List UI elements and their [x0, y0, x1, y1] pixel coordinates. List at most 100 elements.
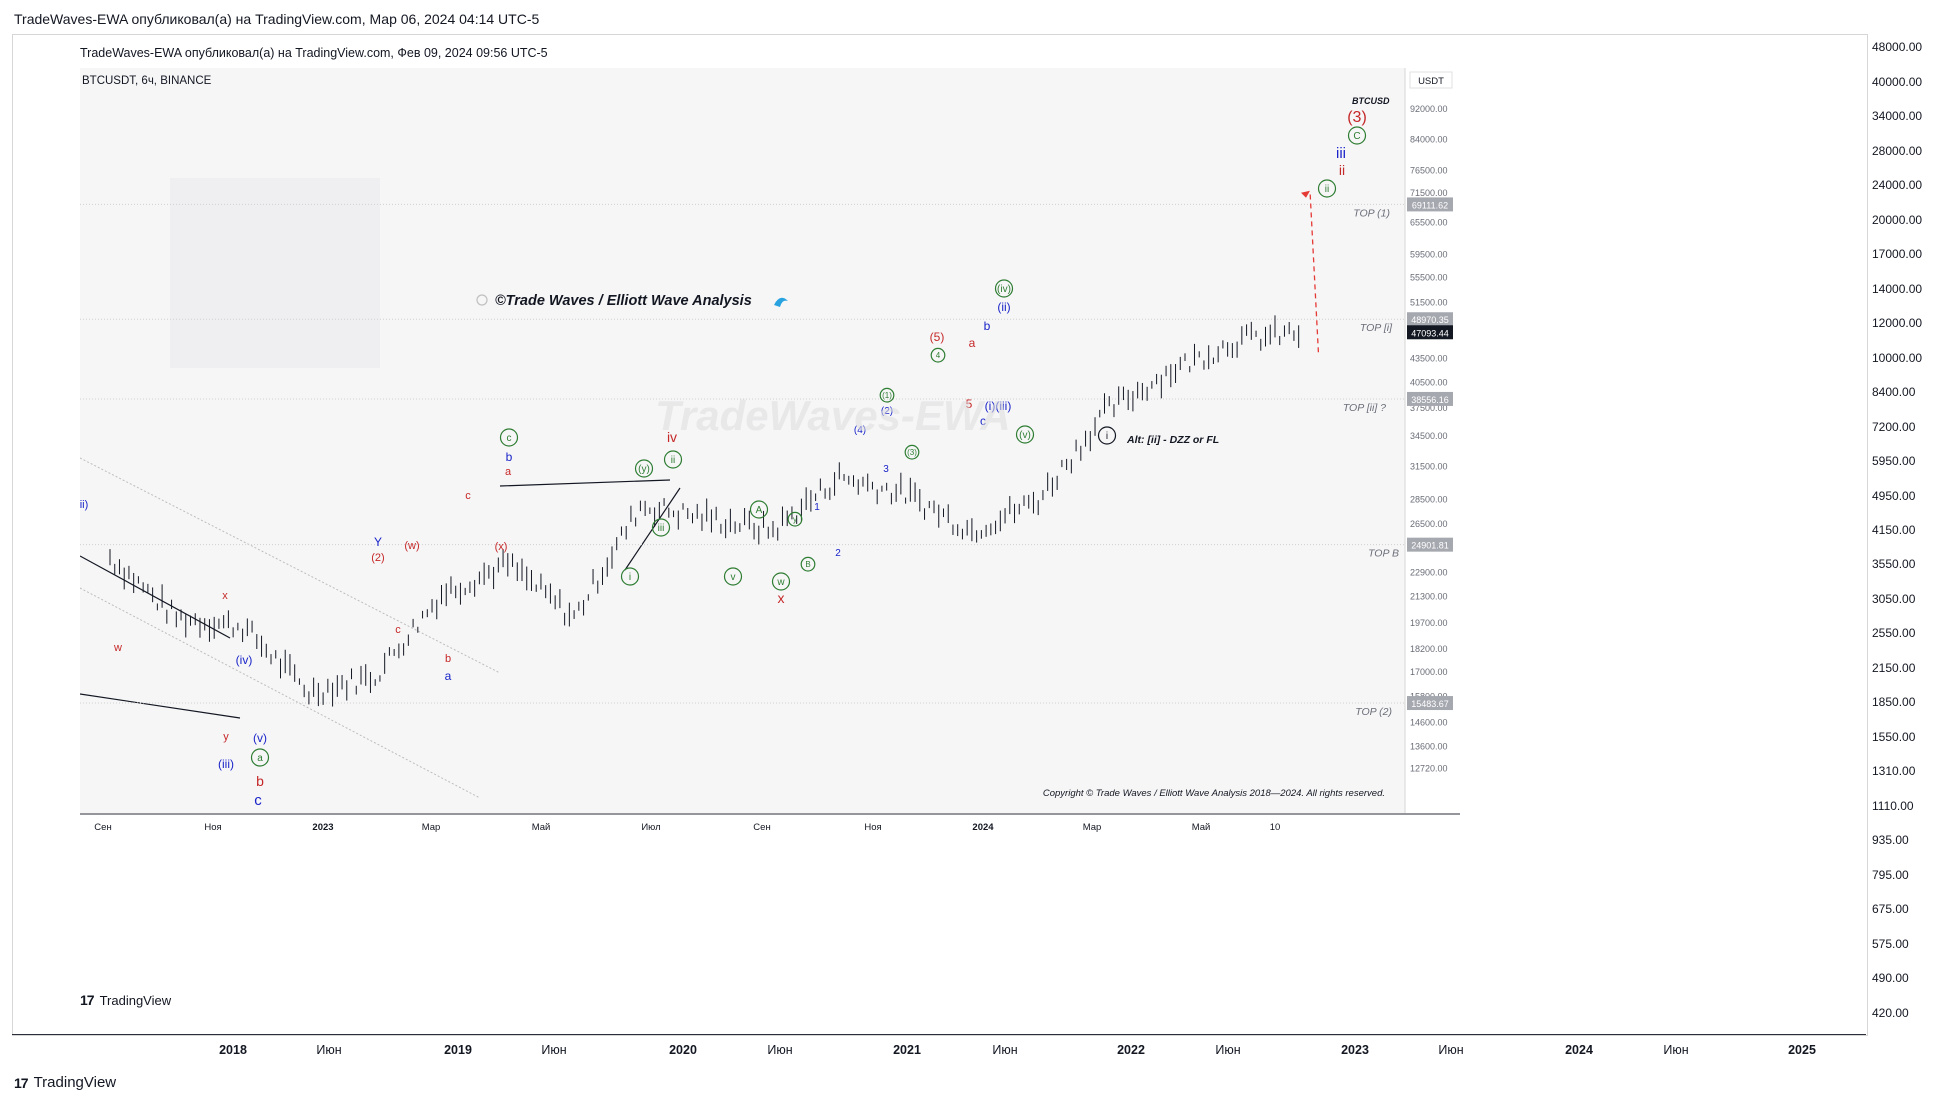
wave-label-circle — [771, 572, 791, 591]
wave-label-circle — [1347, 126, 1367, 145]
outer-price-tick: 420.00 — [1872, 1005, 1909, 1020]
wave-label: a — [257, 753, 263, 764]
price-tag — [1407, 325, 1453, 340]
wave-label: (v) — [1019, 430, 1031, 441]
outer-time-tick: 2024 — [1565, 1043, 1593, 1057]
wave-label-circle — [1015, 425, 1035, 444]
wave-label: B — [805, 560, 810, 569]
outer-time-tick: 2019 — [444, 1043, 472, 1057]
inner-time-tick: Сен — [753, 822, 770, 833]
wave-label: (2) — [371, 552, 384, 564]
watermark-title: ©Trade Waves / Elliott Wave Analysis — [495, 293, 752, 309]
wave-label: w — [776, 577, 785, 588]
outer-price-axis[interactable]: 48000.00 40000.00 34000.00 28000.00 24000.00… — [1864, 34, 1944, 1034]
wave-label-circle — [499, 428, 519, 447]
wave-label: c — [980, 414, 986, 428]
inner-price-tick: 21300.00 — [1410, 592, 1448, 602]
wave-label: (ii) — [997, 300, 1010, 314]
price-tag-label: 69111.62 — [1412, 200, 1448, 210]
inner-price-tick: 14600.00 — [1410, 718, 1448, 728]
outer-time-axis[interactable]: 2018 Июн 2019 Июн 2020 Июн 2021 Июн 2022 Июн 2023 И… — [12, 1034, 1866, 1065]
inner-price-tick: 31500.00 — [1410, 461, 1448, 471]
price-tag — [1407, 312, 1453, 327]
wave-label: 1 — [814, 502, 820, 513]
wave-label: C — [1353, 131, 1360, 142]
inner-footer: 17 TradingView — [80, 992, 171, 1008]
wave-label: c — [395, 624, 401, 636]
wave-label: (5) — [930, 330, 945, 344]
wave-label-circle — [787, 511, 803, 527]
inner-time-tick: 10 — [1270, 822, 1281, 833]
inner-time-tick: Ноя — [204, 822, 221, 833]
wave-label: 5 — [966, 397, 973, 411]
wave-label: b — [445, 653, 451, 665]
outer-time-tick: 2023 — [1341, 1043, 1369, 1057]
wave-label-circle — [651, 518, 671, 537]
wave-label-circle — [930, 347, 946, 363]
btcusd-label: BTCUSD — [1352, 96, 1390, 106]
inner-price-tick: 26500.00 — [1410, 519, 1448, 529]
watermark-box — [170, 178, 380, 368]
price-tag — [1407, 537, 1453, 552]
wave-label: (iv) — [236, 653, 253, 667]
wave-label: (3) — [1347, 109, 1367, 126]
outer-time-tick: 2022 — [1117, 1043, 1145, 1057]
wave-label: c — [507, 433, 512, 444]
inner-time-tick: Июл — [641, 822, 660, 833]
wave-label: v — [731, 572, 736, 583]
inner-footer-brand: TradingView — [99, 992, 172, 1008]
copyright-text: Copyright © Trade Waves / Elliott Wave A… — [1043, 788, 1385, 799]
wave-label: y — [793, 515, 797, 524]
wave-label: y — [223, 731, 229, 743]
level-label: TOP (1) — [1353, 207, 1390, 219]
outer-price-tick: 4950.00 — [1872, 488, 1916, 503]
wave-label: (iii) — [218, 757, 234, 771]
inner-price-tick: 19700.00 — [1410, 618, 1448, 628]
outer-price-tick: 20000.00 — [1872, 212, 1923, 227]
outer-time-tick: Июн — [767, 1043, 793, 1057]
outer-price-tick: 675.00 — [1872, 902, 1909, 917]
wave-label: c — [465, 490, 471, 502]
outer-time-tick: 2025 — [1788, 1043, 1816, 1057]
wave-label: (i)(iii) — [985, 399, 1012, 413]
wave-label: (iv) — [997, 284, 1011, 295]
channel-line — [79, 587, 481, 799]
inner-price-tick: 12720.00 — [1410, 764, 1448, 774]
wave-label: b — [506, 450, 513, 464]
wave-label: x — [778, 590, 785, 606]
alt-note: Alt: [ii] - DZZ or FL — [1126, 434, 1219, 446]
outer-price-tick: 935.00 — [1872, 833, 1909, 848]
outer-time-tick: 2018 — [219, 1043, 247, 1057]
outer-price-tick: 4150.00 — [1872, 523, 1916, 537]
level-label: TOP [ii] ? — [1343, 402, 1386, 414]
wave-label: a — [969, 336, 976, 350]
wave-label: ii — [671, 455, 675, 466]
wave-label-circle — [994, 279, 1014, 298]
inner-chart-panel[interactable]: TOP (1) TOP [i] TOP [ii] ? TOP B TOP (2) ii)… — [79, 68, 1810, 1038]
inner-price-tick: 92000.00 — [1410, 104, 1448, 114]
inner-price-tick: 13600.00 — [1410, 741, 1448, 751]
wave-label-circle — [904, 444, 920, 460]
wave-label: (v) — [253, 731, 267, 745]
price-tag-label: 47093.44 — [1411, 328, 1449, 338]
inner-time-tick: 2023 — [312, 822, 333, 833]
inner-time-tick: Май — [532, 822, 551, 833]
wave-label-circle — [800, 556, 816, 572]
outer-price-tick: 34000.00 — [1872, 109, 1923, 124]
wave-label-circle — [663, 450, 683, 469]
wave-label-circle — [749, 500, 769, 519]
trend-line — [79, 693, 241, 719]
wave-label: ii — [1339, 162, 1345, 178]
wave-logo-icon — [774, 297, 788, 307]
outer-price-tick: 28000.00 — [1872, 143, 1923, 158]
outer-price-tick: 24000.00 — [1872, 178, 1923, 193]
inner-publish-header: TradeWaves-EWA опубликовал(а) на Trading… — [80, 46, 548, 60]
wave-label: 2 — [835, 548, 841, 559]
wave-label-circle — [250, 748, 270, 767]
wave-label: Y — [374, 535, 382, 549]
wave-label-circle — [879, 387, 895, 403]
price-tag-label: 24901.81 — [1411, 541, 1449, 551]
outer-price-tick: 14000.00 — [1872, 281, 1923, 296]
chart-svg[interactable]: TOP (1) TOP [i] TOP [ii] ? TOP B TOP (2) ii)… — [79, 68, 1810, 988]
price-tag-label: 15483.67 — [1411, 699, 1449, 709]
